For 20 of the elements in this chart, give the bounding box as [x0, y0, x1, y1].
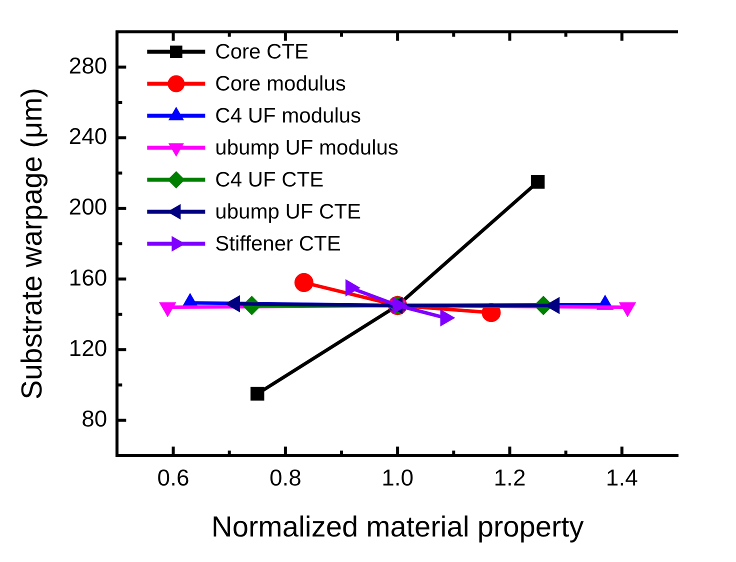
x-tick-label: 0.6 [157, 464, 190, 491]
y-tick-label: 280 [68, 52, 108, 78]
x-tick-label: 0.8 [269, 464, 302, 491]
y-axis-title: Substrate warpage (μm) [16, 88, 48, 400]
y-tick-label: 160 [68, 264, 108, 290]
y-tick-label: 200 [68, 194, 108, 220]
y-tick-label: 80 [82, 406, 108, 432]
legend-label: Core modulus [215, 72, 346, 96]
x-tick-label: 1.0 [382, 464, 414, 491]
legend-label: ubump UF modulus [215, 136, 398, 160]
legend-label: C4 UF modulus [215, 104, 362, 128]
legend-label: C4 UF CTE [215, 168, 324, 192]
legend-label: Stiffener CTE [215, 232, 341, 256]
legend-label: ubump UF CTE [215, 200, 362, 224]
y-tick-label: 120 [68, 334, 108, 361]
x-tick-label: 1.4 [606, 464, 638, 491]
x-tick-label: 1.2 [494, 464, 526, 491]
x-axis-title: Normalized material property [211, 512, 584, 544]
y-tick-label: 240 [68, 123, 108, 150]
legend-label: Core CTE [215, 40, 309, 64]
